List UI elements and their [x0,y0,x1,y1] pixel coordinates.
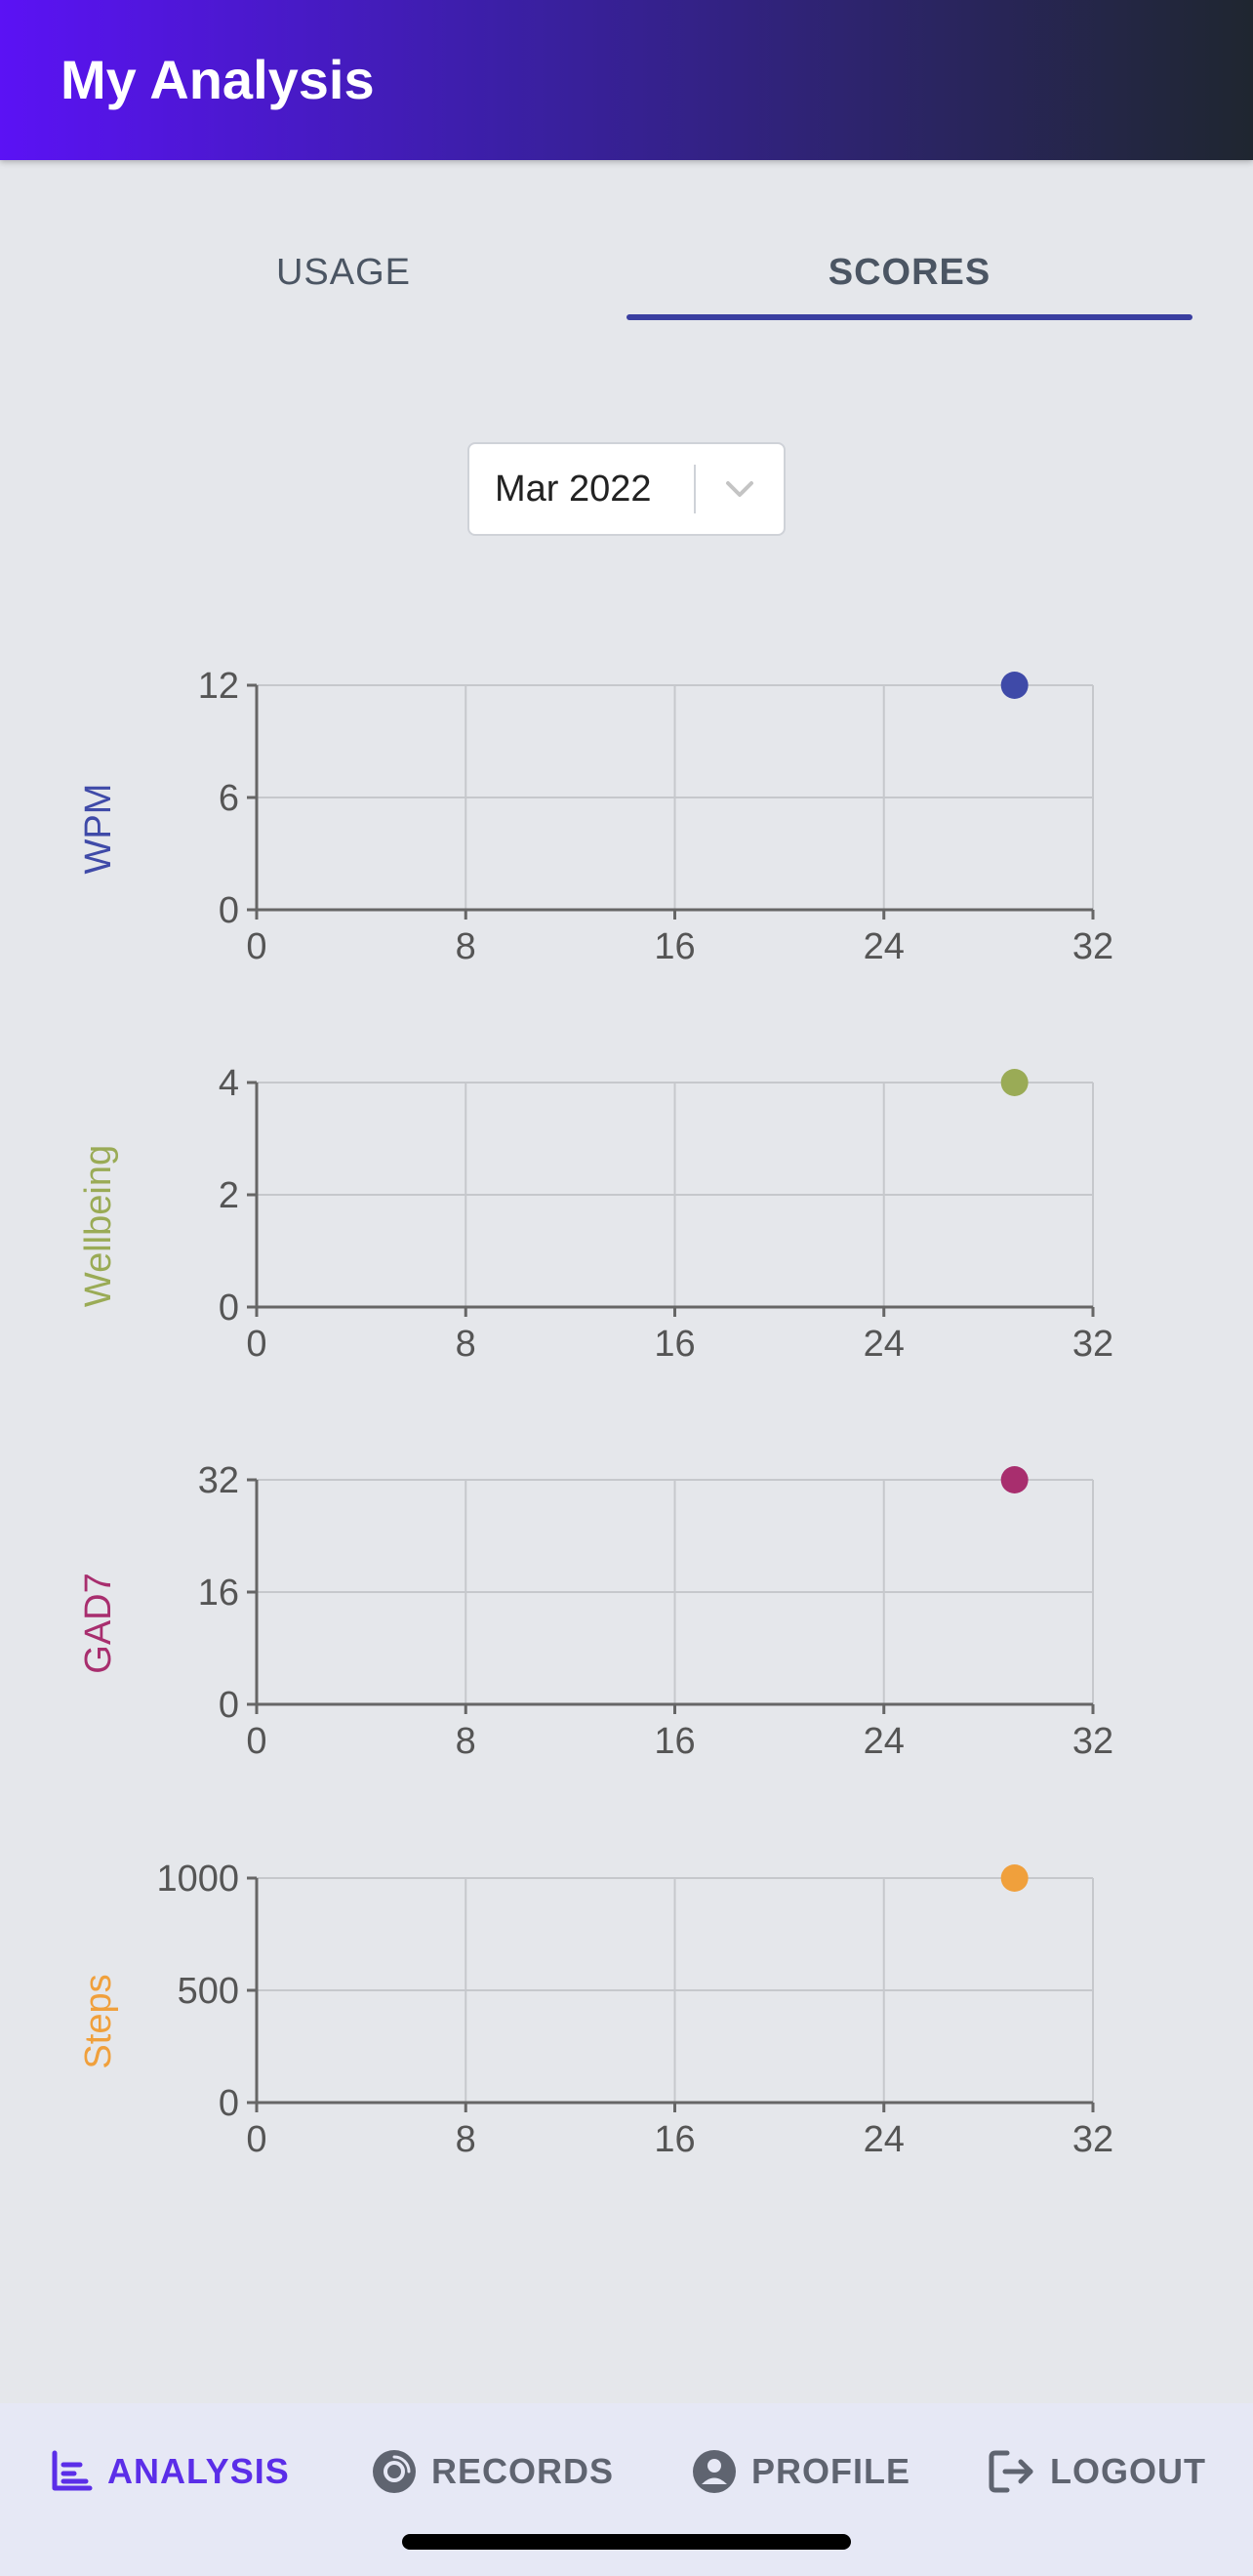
chart-icon [52,2450,93,2491]
x-tick-label: 16 [654,1721,695,1762]
x-tick-label: 24 [864,1721,905,1762]
y-axis-label: WPM [78,784,119,875]
y-tick-label: 500 [178,1971,239,2012]
nav-records-label: RECORDS [431,2451,615,2491]
y-tick-label: 2 [219,1175,239,1216]
x-tick-label: 24 [864,926,905,967]
x-tick-label: 0 [246,1324,266,1365]
x-tick-label: 32 [1072,926,1113,967]
x-tick-label: 32 [1072,1324,1113,1365]
y-tick-label: 0 [219,1288,239,1329]
nav-profile-label: PROFILE [751,2451,911,2491]
chart-steps: 0 8 16 24 32 0 500 1000 Steps [78,1859,1113,2160]
y-tick-label: 16 [198,1573,239,1614]
y-tick-label: 0 [219,890,239,931]
logout-icon [989,2450,1033,2493]
month-select[interactable]: Mar 2022 [467,442,786,536]
data-point[interactable] [1000,1069,1029,1096]
tab-usage[interactable]: USAGE [275,251,412,293]
bottom-navigation: ANALYSIS RECORDS PROFILE LOGOUT [0,2403,1253,2576]
page-title: My Analysis [61,49,375,110]
y-tick-label: 0 [219,1685,239,1726]
tab-scores[interactable]: SCORES [828,251,991,293]
select-divider [694,465,696,513]
x-tick-label: 8 [456,926,476,967]
y-axis-label: GAD7 [78,1573,119,1673]
month-select-value: Mar 2022 [495,468,652,510]
data-point[interactable] [1000,1466,1029,1493]
chevron-down-icon[interactable] [696,477,784,501]
x-tick-label: 8 [456,1324,476,1365]
disc-icon [373,2450,416,2493]
y-tick-label: 12 [198,666,239,707]
x-tick-label: 32 [1072,2119,1113,2160]
x-tick-label: 0 [246,926,266,967]
nav-profile[interactable]: PROFILE [691,2442,910,2501]
x-tick-label: 24 [864,2119,905,2160]
nav-logout-label: LOGOUT [1050,2451,1206,2491]
x-tick-label: 16 [654,926,695,967]
x-tick-label: 8 [456,1721,476,1762]
y-tick-label: 0 [219,2083,239,2124]
nav-logout[interactable]: LOGOUT [988,2442,1206,2501]
tab-bar: USAGE SCORES [0,225,1253,322]
chart-gad7: 0 8 16 24 32 0 16 32 GAD7 [78,1460,1113,1762]
x-tick-label: 32 [1072,1721,1113,1762]
x-tick-label: 8 [456,2119,476,2160]
y-axis-label: Steps [78,1974,119,2068]
y-tick-label: 32 [198,1460,239,1501]
x-tick-label: 16 [654,2119,695,2160]
y-tick-label: 1000 [156,1859,239,1900]
y-tick-label: 6 [219,778,239,819]
data-point[interactable] [1000,672,1029,699]
x-tick-label: 16 [654,1324,695,1365]
nav-records[interactable]: RECORDS [371,2442,614,2501]
nav-analysis[interactable]: ANALYSIS [49,2442,290,2501]
nav-analysis-label: ANALYSIS [107,2451,290,2491]
data-point[interactable] [1000,1864,1029,1892]
app-header: My Analysis [0,0,1253,160]
x-tick-label: 24 [864,1324,905,1365]
home-indicator [402,2534,851,2550]
user-circle-icon [693,2450,736,2493]
y-axis-label: Wellbeing [78,1145,119,1307]
x-tick-label: 0 [246,2119,266,2160]
y-tick-label: 4 [219,1063,239,1104]
chart-wpm: 0 8 16 24 32 0 6 12 WPM [78,666,1113,967]
active-tab-indicator [626,314,1192,320]
x-tick-label: 0 [246,1721,266,1762]
